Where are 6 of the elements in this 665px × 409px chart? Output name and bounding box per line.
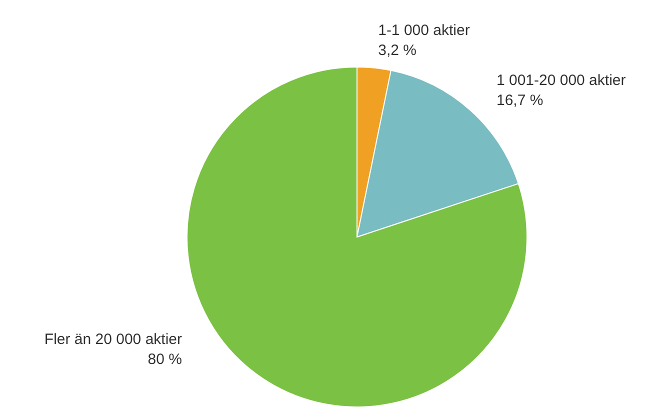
slice-label: 1 001-20 000 aktier (496, 72, 626, 90)
slice-label: Fler än 20 000 aktier (44, 331, 182, 348)
data-label: 16,7 % (496, 92, 544, 110)
slice-label: 1-1 000 aktier (378, 22, 470, 39)
data-label: 3,2 % (378, 42, 416, 59)
data-label: 80 % (148, 351, 182, 368)
